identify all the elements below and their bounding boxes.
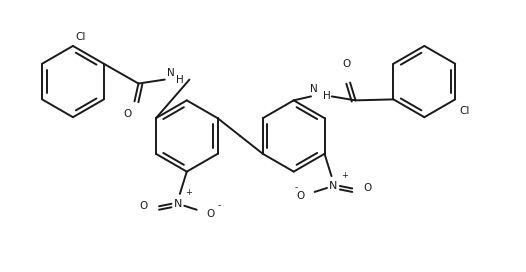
Text: +: + [185, 188, 192, 197]
Text: Cl: Cl [459, 106, 470, 116]
Text: H: H [176, 75, 184, 85]
Text: O: O [297, 191, 305, 201]
Text: N: N [310, 85, 317, 94]
Text: N: N [174, 199, 182, 209]
Text: N: N [329, 181, 338, 191]
Text: O: O [139, 201, 148, 211]
Text: -: - [294, 183, 298, 193]
Text: O: O [207, 209, 215, 219]
Text: -: - [218, 201, 221, 210]
Text: N: N [167, 68, 175, 78]
Text: O: O [342, 59, 350, 69]
Text: H: H [323, 91, 331, 101]
Text: O: O [363, 183, 372, 193]
Text: O: O [124, 109, 132, 119]
Text: Cl: Cl [75, 32, 86, 42]
Text: +: + [341, 171, 348, 180]
